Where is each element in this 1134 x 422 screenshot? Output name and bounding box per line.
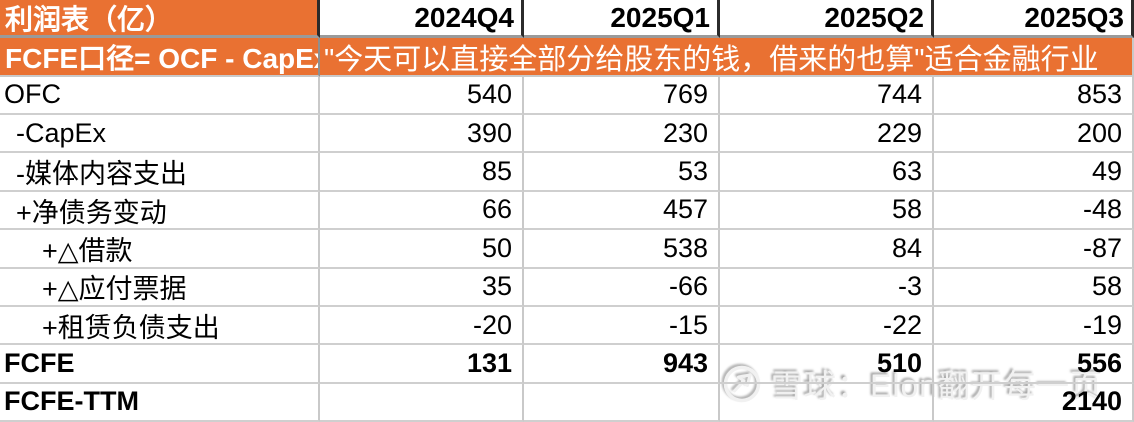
cell-notes-2025q1[interactable]: -66 [524,268,720,307]
cell-capex-2024q4[interactable]: 390 [320,115,524,154]
cell-fcfettm-2025q2[interactable] [720,383,934,422]
cell-fcfe-2025q2[interactable]: 510 [720,345,934,384]
row-label-lease-liability[interactable]: +租赁负债支出 [0,306,320,346]
cell-capex-2025q1[interactable]: 230 [524,115,720,154]
row-label-delta-notes-payable[interactable]: +△应付票据 [0,268,320,307]
cell-fcfe-2024q4[interactable]: 131 [320,345,524,384]
cell-borrow-2025q2[interactable]: 84 [720,230,934,269]
cell-netdebt-2025q2[interactable]: 58 [720,191,934,231]
cell-fcfettm-2024q4[interactable] [320,383,524,422]
cell-borrow-2025q3[interactable]: -87 [934,230,1134,269]
cell-lease-2025q1[interactable]: -15 [524,306,720,346]
cell-fcfe-2025q3[interactable]: 556 [934,345,1134,384]
cell-notes-2024q4[interactable]: 35 [320,268,524,307]
cell-ofc-2024q4[interactable]: 540 [320,76,524,116]
cell-ofc-2025q2[interactable]: 744 [720,76,934,116]
cell-ofc-2025q1[interactable]: 769 [524,76,720,116]
cell-fcfe-2025q1[interactable]: 943 [524,345,720,384]
col-header-2025q3[interactable]: 2025Q3 [934,0,1134,39]
cell-borrow-2025q1[interactable]: 538 [524,230,720,269]
col-header-2024q4[interactable]: 2024Q4 [320,0,524,39]
row-label-media-content[interactable]: -媒体内容支出 [0,153,320,192]
row-label-capex[interactable]: -CapEx [0,115,320,154]
cell-lease-2025q3[interactable]: -19 [934,306,1134,346]
cell-lease-2025q2[interactable]: -22 [720,306,934,346]
col-header-2025q2[interactable]: 2025Q2 [720,0,934,39]
cell-fcfettm-2025q1[interactable] [524,383,720,422]
cell-notes-2025q2[interactable]: -3 [720,268,934,307]
cell-borrow-2024q4[interactable]: 50 [320,230,524,269]
col-header-2025q1[interactable]: 2025Q1 [524,0,720,39]
cell-ofc-2025q3[interactable]: 853 [934,76,1134,116]
cell-netdebt-2024q4[interactable]: 66 [320,191,524,231]
cell-media-2024q4[interactable]: 85 [320,153,524,192]
cell-media-2025q1[interactable]: 53 [524,153,720,192]
row-label-delta-borrowings[interactable]: +△借款 [0,230,320,269]
cell-fcfettm-2025q3[interactable]: 2140 [934,383,1134,422]
row-label-ofc[interactable]: OFC [0,76,320,116]
cell-lease-2024q4[interactable]: -20 [320,306,524,346]
cell-capex-2025q3[interactable]: 200 [934,115,1134,154]
cell-capex-2025q2[interactable]: 229 [720,115,934,154]
cell-media-2025q2[interactable]: 63 [720,153,934,192]
cell-netdebt-2025q1[interactable]: 457 [524,191,720,231]
formula-note-cell[interactable]: "今天可以直接全部分给股东的钱，借来的也算"适合金融行业 [320,38,1134,77]
cell-media-2025q3[interactable]: 49 [934,153,1134,192]
cell-netdebt-2025q3[interactable]: -48 [934,191,1134,231]
table-title-cell[interactable]: 利润表（亿） [0,0,320,39]
row-label-fcfe-ttm[interactable]: FCFE-TTM [0,383,320,422]
row-label-net-debt-change[interactable]: +净债务变动 [0,191,320,231]
formula-label-cell[interactable]: FCFE口径= OCF - CapEx [0,38,320,77]
row-label-fcfe[interactable]: FCFE [0,345,320,384]
cell-notes-2025q3[interactable]: 58 [934,268,1134,307]
